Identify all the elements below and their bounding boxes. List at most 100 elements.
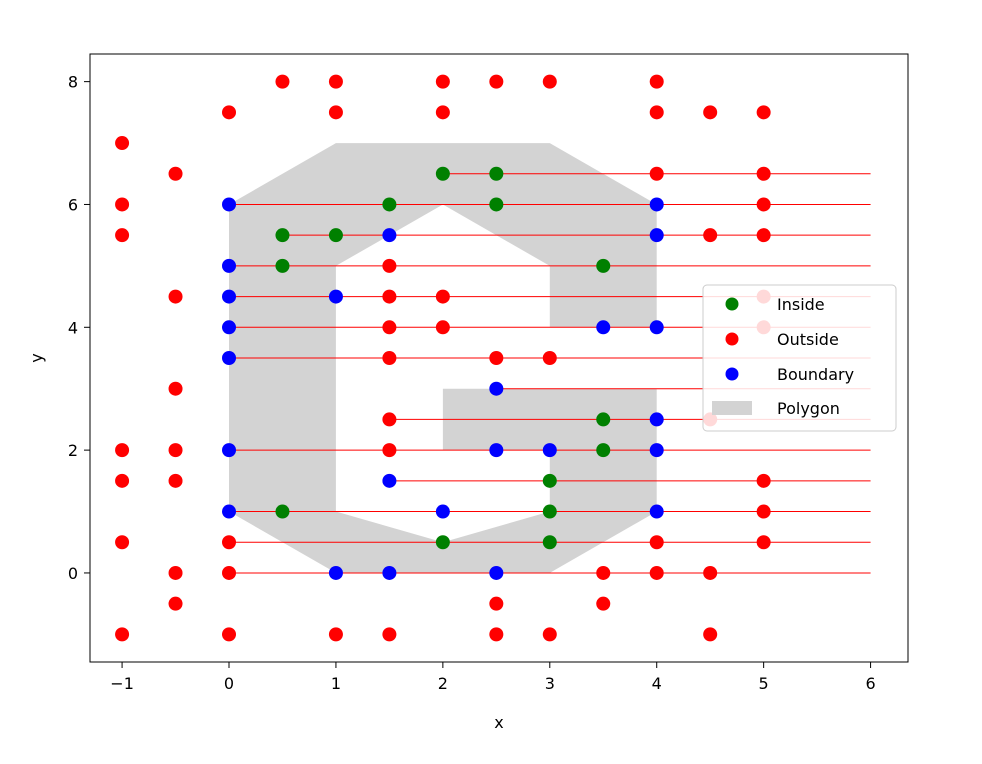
point-inside: [275, 228, 290, 243]
x-tick-label: 0: [224, 674, 234, 693]
point-outside: [168, 596, 183, 611]
x-tick-label: 4: [652, 674, 662, 693]
x-tick-label: 1: [331, 674, 341, 693]
point-boundary: [222, 197, 237, 212]
point-outside: [703, 565, 718, 580]
point-outside: [115, 228, 130, 243]
point-boundary: [328, 289, 343, 304]
point-inside: [328, 228, 343, 243]
point-outside: [168, 443, 183, 458]
polygon-layer: [229, 143, 657, 573]
point-outside: [328, 105, 343, 120]
point-boundary: [222, 351, 237, 365]
point-outside: [168, 473, 183, 488]
legend: Inside Outside Boundary Polygon: [702, 284, 897, 432]
axes-frame: [89, 53, 909, 663]
point-outside: [382, 289, 397, 304]
y-tick-label: 2: [68, 441, 78, 460]
points-layer: [115, 74, 771, 642]
point-outside: [382, 412, 397, 427]
x-tick-label: 3: [545, 674, 555, 693]
y-tick-label: 4: [68, 318, 78, 337]
point-boundary: [222, 289, 237, 304]
polygon-shape: [229, 143, 657, 573]
point-outside: [115, 197, 130, 212]
point-boundary: [222, 504, 237, 519]
point-outside: [222, 565, 237, 580]
point-outside: [596, 596, 611, 611]
point-outside: [382, 258, 397, 273]
point-outside: [275, 74, 290, 89]
x-tick-label: 2: [438, 674, 448, 693]
y-tick-label: 0: [68, 564, 78, 583]
point-boundary: [649, 320, 664, 335]
legend-marker-outside: [725, 332, 739, 346]
ticks-layer: −1 0 1 2 3 4 5 6 0 2 4 6 8: [68, 73, 876, 693]
point-outside: [649, 74, 664, 89]
point-boundary: [649, 228, 664, 243]
point-outside: [542, 627, 557, 642]
point-outside: [649, 535, 664, 550]
point-boundary: [542, 443, 557, 458]
point-outside: [756, 105, 771, 120]
point-outside: [756, 166, 771, 181]
point-outside: [756, 473, 771, 488]
point-outside: [596, 565, 611, 580]
point-outside: [115, 136, 130, 151]
point-outside: [756, 228, 771, 243]
point-inside: [489, 166, 504, 181]
point-inside: [275, 258, 290, 273]
legend-marker-boundary: [725, 367, 739, 381]
point-boundary: [435, 504, 450, 519]
point-outside: [489, 596, 504, 611]
point-boundary: [489, 443, 504, 458]
point-outside: [115, 627, 130, 642]
point-outside: [115, 473, 130, 488]
point-outside: [115, 535, 130, 550]
y-tick-label: 6: [68, 195, 78, 214]
point-outside: [703, 105, 718, 120]
x-tick-label: 6: [865, 674, 875, 693]
point-boundary: [596, 320, 611, 335]
point-outside: [756, 504, 771, 519]
point-boundary: [382, 565, 397, 580]
point-boundary: [649, 504, 664, 519]
point-inside: [435, 535, 450, 550]
x-tick-label: −1: [110, 674, 134, 693]
point-outside: [328, 74, 343, 89]
point-inside: [596, 443, 611, 458]
point-outside: [328, 627, 343, 642]
point-boundary: [649, 197, 664, 212]
y-axis-label: y: [27, 353, 46, 362]
point-outside: [435, 105, 450, 120]
legend-label-inside: Inside: [777, 295, 825, 314]
point-inside: [489, 197, 504, 212]
point-boundary: [222, 258, 237, 273]
point-inside: [542, 535, 557, 550]
point-outside: [382, 320, 397, 335]
point-outside: [649, 166, 664, 181]
legend-label-boundary: Boundary: [777, 365, 854, 384]
point-inside: [542, 473, 557, 488]
legend-marker-inside: [725, 297, 739, 311]
point-boundary: [649, 443, 664, 458]
point-boundary: [489, 381, 504, 396]
point-outside: [168, 166, 183, 181]
point-outside: [168, 565, 183, 580]
point-outside: [756, 197, 771, 212]
point-outside: [489, 351, 504, 365]
point-outside: [703, 627, 718, 642]
legend-label-polygon: Polygon: [777, 399, 840, 418]
point-outside: [435, 320, 450, 335]
point-boundary: [328, 565, 343, 580]
point-outside: [222, 535, 237, 550]
point-outside: [542, 351, 557, 365]
x-axis-label: x: [494, 713, 503, 732]
point-boundary: [382, 473, 397, 488]
point-boundary: [649, 412, 664, 427]
point-boundary: [382, 228, 397, 243]
point-outside: [168, 289, 183, 304]
point-inside: [435, 166, 450, 181]
point-inside: [596, 412, 611, 427]
